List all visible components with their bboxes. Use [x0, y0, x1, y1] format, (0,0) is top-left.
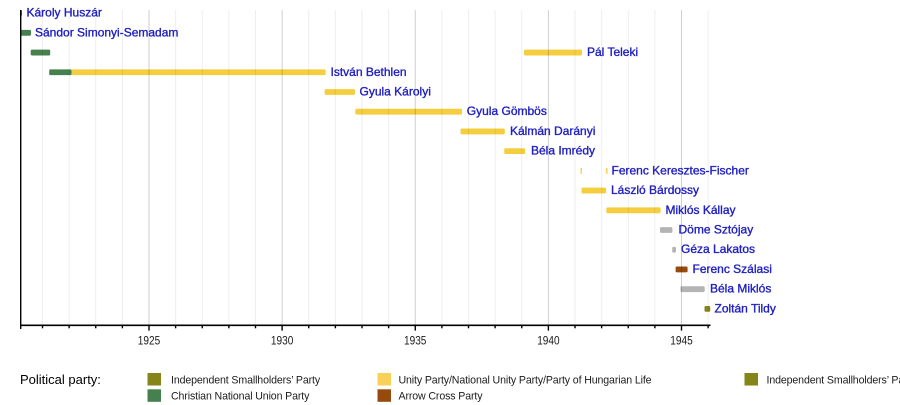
svg-text:István Bethlen: István Bethlen — [331, 65, 407, 79]
svg-text:László Bárdossy: László Bárdossy — [611, 183, 699, 197]
svg-text:Ferenc Keresztes-Fischer: Ferenc Keresztes-Fischer — [612, 163, 749, 177]
svg-text:Károly Huszár: Károly Huszár — [27, 6, 102, 20]
svg-text:Independent Smallholders’ Part: Independent Smallholders’ Party — [171, 374, 321, 386]
svg-text:1925: 1925 — [138, 334, 161, 348]
svg-text:Miklós Kállay: Miklós Kállay — [666, 203, 736, 217]
svg-text:Béla Miklós: Béla Miklós — [710, 282, 771, 296]
svg-text:Christian National Union Party: Christian National Union Party — [171, 391, 310, 403]
svg-text:Géza Lakatos: Géza Lakatos — [681, 242, 755, 256]
svg-text:Ferenc Szálasi: Ferenc Szálasi — [693, 262, 772, 276]
svg-text:1940: 1940 — [537, 334, 560, 348]
svg-text:Gyula Károlyi: Gyula Károlyi — [360, 84, 431, 98]
svg-text:Political party:: Political party: — [20, 372, 101, 387]
svg-text:Zoltán Tildy: Zoltán Tildy — [715, 301, 776, 315]
svg-text:Sándor Simonyi-Semadam: Sándor Simonyi-Semadam — [35, 25, 178, 39]
svg-text:1930: 1930 — [271, 334, 294, 348]
svg-text:1945: 1945 — [670, 334, 693, 348]
svg-text:Kálmán Darányi: Kálmán Darányi — [510, 124, 595, 138]
svg-text:Unity Party/National Unity Par: Unity Party/National Unity Party/Party o… — [399, 374, 652, 386]
svg-text:1935: 1935 — [404, 334, 427, 348]
svg-text:Independent Smallholders’ Part: Independent Smallholders’ Party — [767, 374, 900, 386]
svg-text:Pál Teleki: Pál Teleki — [587, 45, 638, 59]
svg-text:Arrow Cross Party: Arrow Cross Party — [399, 391, 484, 403]
svg-text:Döme Sztójay: Döme Sztójay — [679, 223, 754, 237]
svg-text:Gyula Gömbös: Gyula Gömbös — [467, 104, 547, 118]
svg-text:Béla Imrédy: Béla Imrédy — [531, 144, 595, 158]
